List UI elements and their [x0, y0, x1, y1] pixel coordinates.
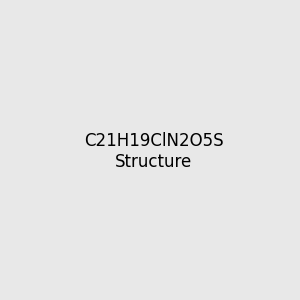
Text: C21H19ClN2O5S
Structure: C21H19ClN2O5S Structure	[84, 132, 224, 171]
